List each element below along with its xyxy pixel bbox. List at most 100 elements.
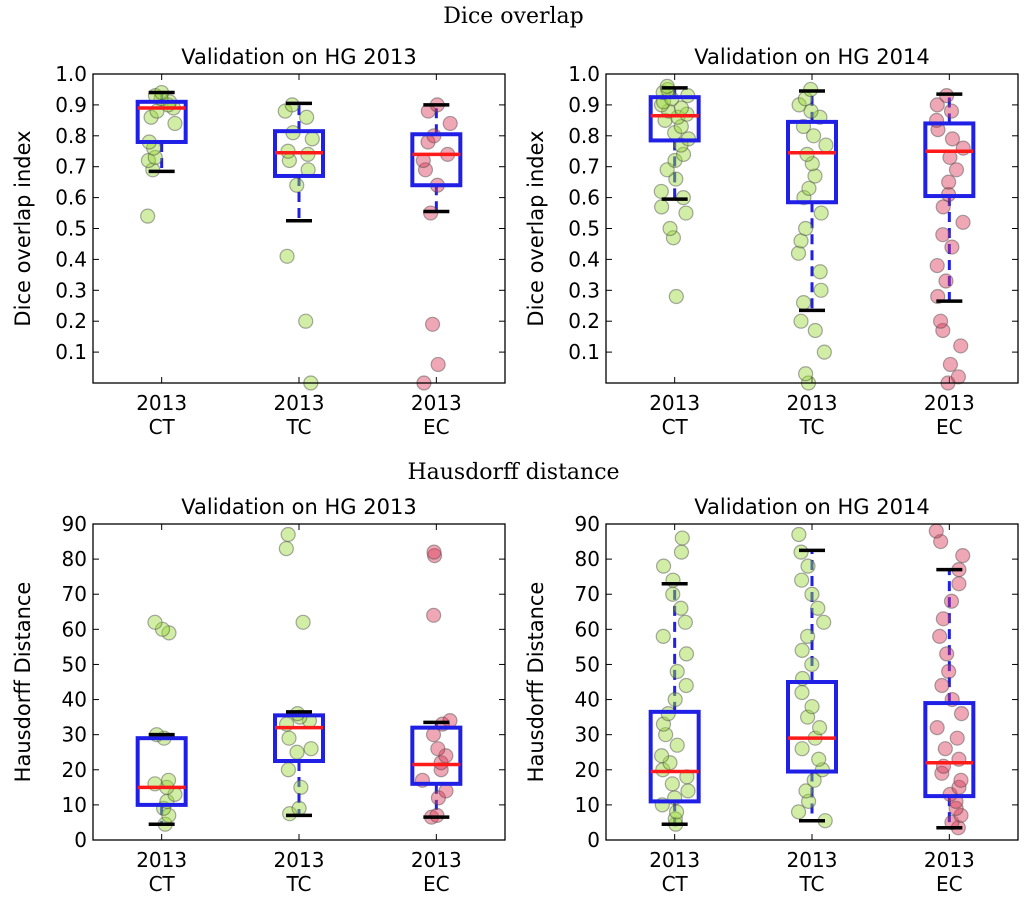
- data-point: [161, 625, 177, 641]
- box: [786, 680, 838, 774]
- data-point: [791, 526, 807, 543]
- data-point: [161, 807, 177, 824]
- data-point: [280, 762, 296, 778]
- data-point: [800, 628, 816, 644]
- data-point: [677, 614, 693, 630]
- y-tick-label: 0.9: [568, 93, 600, 117]
- x-tick-label: CT: [149, 872, 176, 896]
- data-point: [794, 684, 810, 701]
- dice-section-title: Dice overlap: [443, 4, 584, 29]
- y-tick-label: 20: [575, 758, 600, 782]
- data-point: [942, 356, 958, 373]
- chart-title: Validation on HG 2013: [181, 495, 416, 519]
- data-point: [791, 97, 807, 113]
- y-tick-label: 40: [62, 688, 87, 712]
- dice-2013-chart: Validation on HG 2013 Dice overlap index 0…: [11, 45, 506, 439]
- data-point: [953, 772, 969, 788]
- data-point: [667, 691, 683, 708]
- data-point: [430, 790, 447, 806]
- y-tick-label: 70: [62, 582, 87, 606]
- data-point: [818, 137, 834, 153]
- y-tick-label: 0.1: [55, 340, 87, 364]
- data-point: [673, 118, 689, 135]
- data-point: [289, 744, 305, 760]
- data-point: [929, 97, 945, 113]
- data-point: [655, 558, 672, 574]
- y-tick-label: 10: [575, 793, 600, 817]
- data-point: [143, 109, 159, 125]
- y-tick-label: 0.2: [55, 309, 87, 333]
- data-point: [680, 783, 696, 799]
- hausdorff-section-title: Hausdorff distance: [407, 460, 620, 485]
- data-point: [794, 572, 810, 588]
- data-point: [793, 233, 809, 249]
- data-point: [932, 628, 948, 644]
- data-point: [147, 614, 163, 630]
- data-point: [429, 807, 445, 824]
- x-tick-label: 2013: [411, 848, 462, 872]
- data-point: [438, 748, 454, 764]
- data-point: [807, 168, 823, 184]
- data-point: [147, 149, 163, 166]
- y-axis-label: Hausdorff Distance: [11, 582, 35, 783]
- data-point: [438, 783, 454, 799]
- box: [923, 121, 976, 199]
- y-tick-label: 10: [62, 793, 87, 817]
- data-point: [928, 523, 944, 539]
- chart-title: Validation on HG 2014: [694, 495, 929, 519]
- data-point: [934, 677, 950, 694]
- data-point: [816, 614, 832, 630]
- y-tick-label: 0.9: [55, 93, 87, 117]
- x-tick-label: TC: [798, 415, 824, 439]
- data-point: [929, 720, 945, 736]
- data-point: [442, 115, 458, 132]
- data-point: [948, 800, 964, 816]
- y-tick-label: 30: [62, 723, 87, 747]
- x-tick-label: 2013: [649, 391, 700, 415]
- y-tick-label: 60: [62, 617, 87, 641]
- data-point: [811, 720, 828, 736]
- y-tick-label: 50: [62, 652, 87, 676]
- data-point: [797, 220, 814, 237]
- data-point: [664, 776, 680, 792]
- data-point: [932, 313, 949, 329]
- data-point: [794, 741, 810, 757]
- plot-frame: [605, 523, 1019, 841]
- y-tick-label: 0.4: [568, 247, 600, 271]
- plot-frame: [92, 523, 506, 841]
- chart-title: Validation on HG 2014: [694, 45, 929, 69]
- data-point: [668, 804, 685, 820]
- y-tick-label: 0.6: [55, 186, 87, 210]
- data-point: [160, 772, 177, 788]
- box: [135, 736, 188, 807]
- x-tick-label: TC: [285, 415, 311, 439]
- data-point: [303, 741, 319, 757]
- box: [273, 713, 325, 764]
- data-point: [295, 614, 311, 630]
- data-point: [813, 282, 829, 298]
- data-point: [442, 713, 458, 729]
- data-point: [798, 366, 814, 382]
- y-tick-label: 0.2: [568, 309, 600, 333]
- data-point: [298, 313, 314, 329]
- data-point: [955, 547, 971, 564]
- x-tick-label: EC: [423, 415, 450, 439]
- data-point: [810, 600, 826, 616]
- data-point: [793, 313, 809, 329]
- data-point: [426, 544, 442, 560]
- data-point: [662, 220, 678, 237]
- y-tick-label: 0.3: [568, 278, 600, 302]
- x-tick-label: CT: [149, 415, 176, 439]
- data-point: [798, 783, 814, 799]
- data-point: [659, 162, 675, 178]
- data-point: [790, 804, 807, 820]
- data-point: [675, 146, 692, 162]
- data-point: [800, 558, 816, 574]
- data-point: [807, 322, 823, 339]
- data-point: [154, 621, 171, 637]
- chart-title: Validation on HG 2013: [181, 45, 416, 69]
- plot-frame: [92, 73, 506, 384]
- x-tick-label: CT: [662, 872, 689, 896]
- y-axis-label: Dice overlap index: [524, 130, 548, 326]
- data-point: [430, 741, 446, 757]
